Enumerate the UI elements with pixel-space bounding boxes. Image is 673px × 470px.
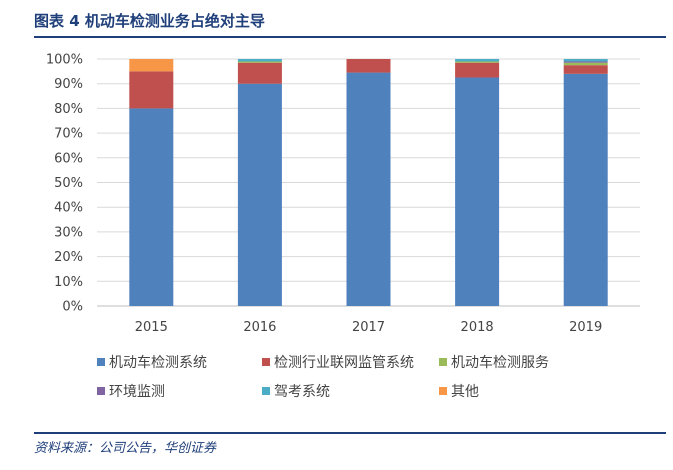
bar-segment [455,61,500,63]
bar-segment [237,61,282,63]
y-tick-label: 100% [46,53,83,68]
bar-segment [237,59,282,62]
source-note: 资料来源：公司公告，华创证券 [34,441,217,456]
bar-segment [129,108,174,307]
x-tick-label: 2017 [352,320,385,335]
source-divider [34,432,666,434]
x-tick-label: 2015 [135,320,168,335]
y-tick-label: 50% [54,176,83,191]
y-axis-ticks: 0% 10% 20% 30% 40% 50% 60% 70% 80% 90% 100% [46,53,83,315]
bar-segment [563,73,608,306]
bar-segment [563,59,608,62]
bar-segment [129,71,174,109]
figure-title: 图表 4 机动车检测业务占绝对主导 [34,12,265,30]
bar-segment [129,59,174,72]
y-tick-label: 40% [54,201,83,216]
bar-segment [346,59,391,73]
y-tick-label: 90% [54,77,83,92]
legend-swatch [97,358,105,366]
bars [129,59,608,307]
legend-swatch [439,358,447,366]
legend-label: 其他 [451,384,479,400]
legend-swatch [262,358,270,366]
bar-segment [455,77,500,307]
bar-segment [563,61,608,63]
legend-swatch [262,387,270,395]
bar-segment [237,62,282,84]
y-tick-label: 20% [54,250,83,265]
y-tick-label: 60% [54,151,83,166]
bar-segment [455,62,500,78]
bar-segment [346,72,391,307]
bar-segment [563,65,608,74]
y-tick-label: 0% [62,300,83,315]
legend-swatch [439,387,447,395]
legend-label: 检测行业联网监管系统 [274,355,414,371]
y-tick-label: 70% [54,127,83,142]
x-tick-label: 2018 [461,320,494,335]
bar-segment [237,83,282,306]
stacked-bar-chart: 0%10%20%30%40%50%60%70%80%90%100% 2015 20… [46,53,640,400]
x-tick-label: 2016 [243,320,276,335]
legend-label: 机动车检测服务 [451,354,549,371]
x-axis-ticks: 2015 2016 2017 2018 2019 [135,320,602,335]
legend-label: 环境监测 [109,384,165,400]
y-tick-label: 30% [54,225,83,240]
bar-segment [563,62,608,66]
legend-label: 驾考系统 [274,384,330,400]
y-tick-label: 80% [54,102,83,117]
y-tick-label: 10% [54,275,83,290]
x-tick-label: 2019 [569,320,602,335]
bar-segment [455,59,500,62]
title-divider [34,36,666,38]
legend-swatch [97,387,105,395]
legend-label: 机动车检测系统 [109,354,207,371]
